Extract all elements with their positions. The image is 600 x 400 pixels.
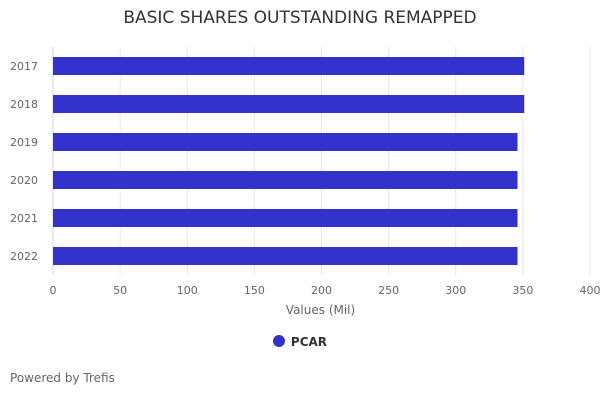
bar: [53, 171, 518, 189]
bar: [53, 247, 518, 265]
x-tick-label: 300: [445, 284, 466, 297]
bar: [53, 95, 525, 113]
y-tick-label: 2019: [10, 136, 38, 149]
bar: [53, 209, 518, 227]
y-tick-label: 2021: [10, 212, 38, 225]
x-tick-label: 50: [113, 284, 127, 297]
legend-marker: [272, 335, 285, 347]
y-tick-label: 2017: [10, 60, 38, 73]
x-tick-label: 400: [580, 284, 600, 297]
x-tick-label: 100: [177, 284, 198, 297]
x-axis-label: Values (Mil): [286, 303, 355, 317]
y-tick-label: 2020: [10, 174, 38, 187]
bar: [53, 133, 518, 151]
bar-chart: 0 50 100 150 200 250 300 350 400 2017 2018 2019 2020…: [10, 47, 600, 317]
chart-title: BASIC SHARES OUTSTANDING REMAPPED: [123, 8, 477, 28]
legend-label: PCAR: [290, 335, 328, 349]
y-tick-label: 2022: [10, 250, 38, 263]
x-tick-label: 250: [378, 284, 399, 297]
y-tick-label: 2018: [10, 98, 38, 111]
x-tick-label: 150: [244, 284, 265, 297]
x-tick-label: 0: [50, 284, 57, 297]
x-tick-label: 200: [311, 284, 332, 297]
bar: [53, 57, 525, 75]
legend[interactable]: PCAR: [0, 335, 600, 349]
x-tick-label: 350: [512, 284, 533, 297]
powered-by-credit: Powered by Trefis: [10, 371, 115, 385]
